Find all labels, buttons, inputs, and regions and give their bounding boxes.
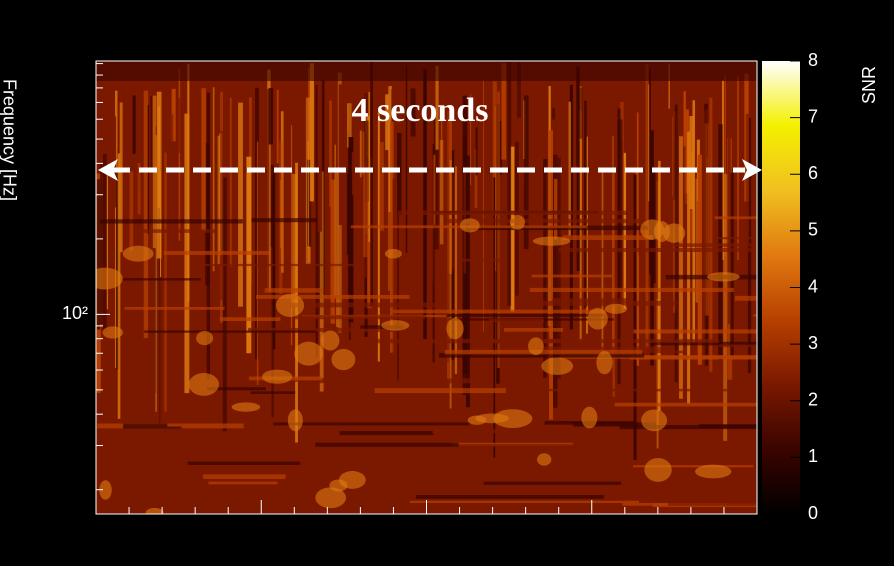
spectrogram (96, 61, 757, 514)
spectrogram-blob (644, 458, 672, 482)
spectrogram-blob (640, 219, 665, 240)
spectrogram-blob (596, 351, 613, 375)
y-axis-label: Frequency [Hz] (0, 79, 19, 201)
spectrogram-blob (145, 507, 164, 514)
spectrogram-blob (381, 320, 410, 331)
spectrogram-blob (587, 307, 608, 330)
spectrogram-blob (287, 409, 303, 432)
spectrogram-top (96, 61, 757, 81)
spectrogram-blob (695, 464, 732, 479)
spectrogram-blob (707, 272, 740, 282)
spectrogram-blob (275, 293, 305, 317)
spectrogram-blob (188, 372, 219, 396)
colorbar-tick-label: 7 (808, 106, 818, 126)
spectrogram-blob (315, 487, 347, 509)
spectrogram-blob (122, 245, 154, 262)
spectrogram-blob (532, 236, 571, 246)
spectrogram-blob (467, 415, 487, 425)
spectrogram-blob (509, 214, 525, 230)
colorbar-tick-label: 6 (808, 163, 818, 183)
colorbar-tick-label: 8 (808, 50, 818, 70)
spectrogram-blob (446, 317, 464, 340)
spectrogram-blob (321, 330, 340, 351)
arrow (98, 159, 762, 181)
spectrogram-blob (196, 331, 214, 346)
annotation: 4 seconds (352, 92, 489, 129)
spectrogram-blob (99, 480, 112, 500)
colorbar-tick-label: 4 (808, 276, 818, 296)
colorbar-tick-label: 1 (808, 446, 818, 466)
colorbar-label: SNR (859, 66, 879, 104)
spectrogram-blob (581, 406, 598, 429)
spectrogram-blob (231, 402, 261, 412)
spectrogram-blob (460, 218, 480, 233)
spectrogram-blob (641, 409, 668, 432)
colorbar-tick-label: 3 (808, 333, 818, 353)
spectrogram-blob (493, 409, 533, 429)
spectrogram-blob (262, 369, 293, 384)
spectrogram-blob (604, 303, 628, 314)
spectrogram-blob (528, 337, 544, 356)
spectrogram-blob (331, 348, 356, 371)
spectrogram-blob (96, 267, 123, 290)
spectrogram-blob (102, 326, 123, 339)
colorbar-tick-label: 5 (808, 220, 818, 240)
spectrogram-blob (338, 471, 366, 489)
spectrogram-blob (537, 453, 552, 466)
spectrogram-blob (384, 248, 402, 259)
y-tick-label: 10² (62, 303, 88, 323)
colorbar-tick-label: 2 (808, 390, 818, 410)
spectrogram-blob (294, 341, 323, 366)
colorbar-tick-label: 0 (808, 503, 818, 523)
spectrogram-blob (662, 223, 686, 243)
spectrogram-blob (541, 357, 574, 375)
